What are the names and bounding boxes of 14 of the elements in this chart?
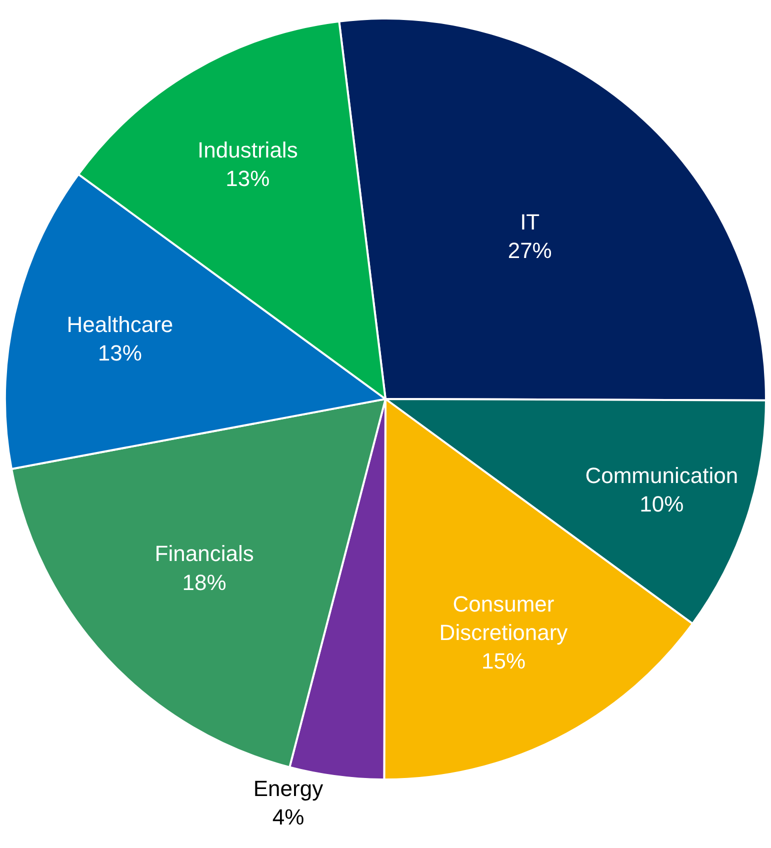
- slice-label: Consumer Discretionary: [439, 591, 568, 646]
- slice-label: Industrials: [198, 137, 298, 162]
- data-label: 27%: [508, 238, 552, 264]
- data-label: 13%: [226, 166, 270, 191]
- data-label: 15%: [481, 648, 526, 674]
- data-label: 10%: [640, 492, 684, 517]
- slice-label: Energy: [253, 776, 324, 801]
- slice-label: IT: [520, 210, 540, 235]
- data-label: 4%: [272, 804, 304, 830]
- data-label: 18%: [182, 570, 226, 595]
- slice-label: Financials: [154, 541, 254, 566]
- data-label: 13%: [98, 340, 142, 366]
- slice-label: Communication: [585, 462, 738, 488]
- slice-label: Healthcare: [66, 312, 174, 337]
